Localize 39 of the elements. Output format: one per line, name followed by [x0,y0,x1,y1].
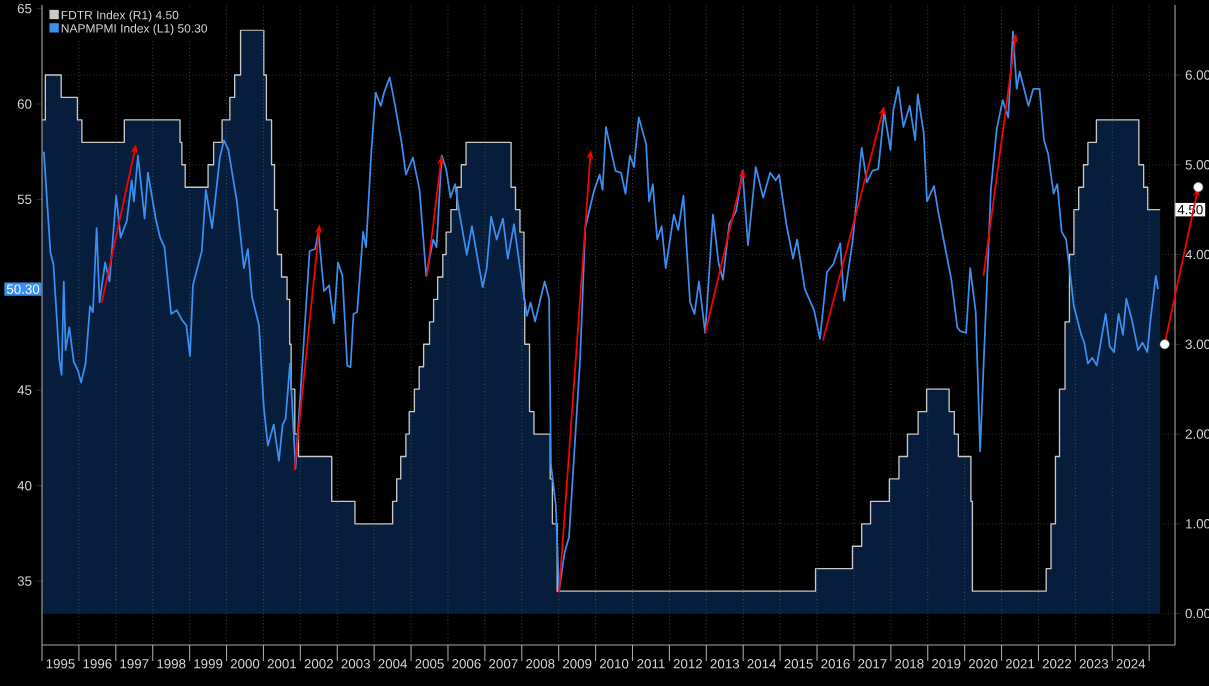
x-tick-label: 2021 [1005,659,1035,669]
x-tick-label: 2001 [267,659,297,669]
x-tick-label: 2019 [932,659,961,669]
x-tick-label: 2024 [1116,659,1146,669]
x-tick-label: 2013 [710,659,740,669]
x-tick-label: 2018 [895,659,924,669]
x-tick-label: 2006 [452,659,481,669]
y-tick-label: 35 [17,576,32,586]
x-tick-label: 2017 [858,659,887,669]
x-tick-label: 2005 [415,659,444,669]
x-tick-label: 2022 [1042,659,1072,669]
x-tick-label: 2015 [784,659,813,669]
x-tick-label: 2012 [673,659,703,669]
x-tick-label: 2011 [637,659,665,669]
y-tick-label: 60 [17,99,32,109]
y-tick-label: 55 [17,194,32,205]
x-tick-label: 1995 [46,659,75,669]
x-tick-label: 2000 [230,659,260,669]
x-tick-label: 1996 [83,659,112,669]
x-tick-label: 1999 [194,659,223,669]
text: 50.30 [6,284,40,294]
x-tick-label: 2007 [489,659,518,669]
x-tick-label: 2023 [1079,659,1109,669]
x-tick-label: 2002 [304,659,333,669]
x-tick-label: 2020 [968,659,998,669]
x-tick-label: 1998 [157,659,186,669]
x-tick-label: 2014 [747,659,777,669]
x-tick-label: 2004 [378,659,408,669]
x-tick-label: 1997 [120,659,149,669]
y-tick-label: 45 [17,385,32,395]
x-tick-label: 2003 [341,659,370,669]
x-tick-label: 2008 [526,659,555,669]
y-tick-label: 40 [17,480,32,491]
legend-label: FDTR Index (R1) 4.50 [61,10,179,22]
y-tick-label: 65 [17,3,32,14]
x-tick-label: 2010 [599,659,629,669]
x-tick-label: 2009 [562,659,592,669]
legend-label: NAPMPMI Index (L1) 50.30 [61,23,208,36]
x-tick-label: 2016 [821,659,850,669]
